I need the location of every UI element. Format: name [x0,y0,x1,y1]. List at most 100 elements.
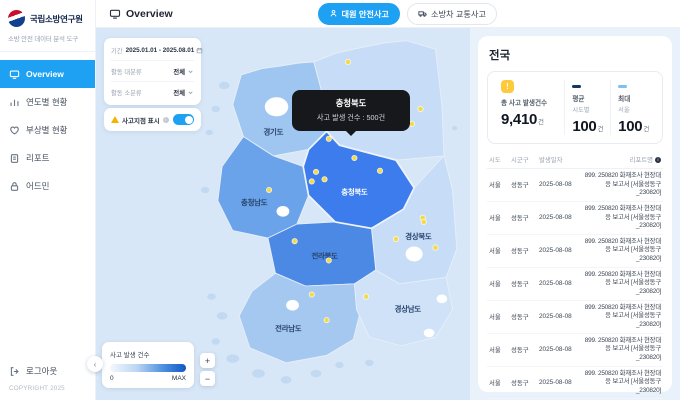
content: 경기도 강원 충청북도 충청남도 경상북도 전라북도 전라남도 경상남도 [96,28,680,400]
period-filter[interactable]: 기간 2025.01.01 - 2025.08.01 [111,40,203,61]
heart-icon [10,126,19,135]
metro-city-holes [264,97,448,338]
stat-avg-value: 100건 [572,118,604,135]
report-table: 시도 시군구 발생일자 리포트명 i 서울 성동구 2025-08-08 899. 2… [487,151,663,400]
main: Overview 대원 안전사고 소방차 교통사고 [96,0,680,400]
region-chungbuk-selected[interactable] [302,130,416,230]
chevron-down-icon [188,70,193,73]
logout-label: 로그아웃 [26,366,58,376]
sidebar-item-label: 리포트 [26,153,50,163]
accident-point-toggle-label: 사고지점 표시 [122,117,160,125]
period-value: 2025.01.01 - 2025.08.01 [126,47,204,54]
tooltip-accident-count: 사고 발생 건수 : 500건 [316,113,386,122]
brand-subtitle: 소방 안전 데이터 분석 도구 [0,33,95,52]
chevron-down-icon [188,91,193,95]
region-label-gyeongbuk: 경상북도 [405,231,432,241]
crew-safety-accident-button[interactable]: 대원 안전사고 [317,2,400,25]
header-report: 리포트명 i [581,151,663,169]
page-title: Overview [109,8,173,20]
max-dash-icon [618,85,628,88]
table-row[interactable]: 서울 성동구 2025-08-08 899. 250820 화재조사 현장대응 보고… [487,366,663,400]
copyright-text: COPYRIGHT 2025 [9,385,65,392]
tooltip-region-name: 충청북도 [335,98,367,108]
stat-max-sub: 서울 [618,107,630,114]
zoom-out-button[interactable]: − [200,371,215,386]
right-panel: 전국 ! 총 사고 발생건수 9,410건 평균 시도별 100건 [470,28,680,400]
document-icon [10,153,19,163]
stat-total-label: 총 사고 발생건수 [501,100,548,107]
region-label-gyeonggi: 경기도 [264,127,284,137]
info-icon: i [655,157,661,164]
header-sido: 시도 [487,151,509,169]
bar-chart-icon [10,99,19,106]
page-title-label: Overview [126,7,173,20]
table-row[interactable]: 서울 성동구 2025-08-08 899. 250820 화재조사 현장대응 보고… [487,168,663,202]
activity-minor-label: 활동 소분류 [111,90,142,97]
activity-minor-select[interactable]: 활동 소분류 전체 [111,82,194,103]
map-area: 경기도 강원 충청북도 충청남도 경상북도 전라북도 전라남도 경상남도 [96,28,470,400]
stat-avg-sub: 시도별 [572,107,590,114]
accident-dots [266,58,439,324]
logout-icon [10,366,19,376]
legend-max: MAX [171,375,186,382]
button-label: 대원 안전사고 [341,9,389,19]
dashboard-icon [109,9,121,19]
table-row[interactable]: 서울 성동구 2025-08-08 899. 250820 화재조사 현장대응 보고… [487,267,663,301]
region-label-chungnam: 충청남도 [241,197,268,207]
region-jeonnam[interactable] [238,272,362,364]
region-label-gyeongnam: 경상남도 [395,304,422,314]
legend-title: 사고 발생 건수 [110,352,150,359]
average-dash-icon [572,85,582,88]
sidebar-bottom: 로그아웃 COPYRIGHT 2025 [0,365,95,400]
stat-avg-label: 평균 [572,96,585,103]
table-row[interactable]: 서울 성동구 2025-08-08 899. 250820 화재조사 현장대응 보고… [487,234,663,268]
sidebar-item-report[interactable]: 리포트 [0,144,95,172]
zoom-in-button[interactable]: + [200,353,215,368]
korea-choropleth-map[interactable]: 경기도 강원 충청북도 충청남도 경상북도 전라북도 전라남도 경상남도 [166,30,466,398]
brand: 국립소방연구원 [0,0,95,33]
person-alert-icon [330,10,336,17]
stat-max: 최대 서울 100건 [610,80,656,135]
panel-title: 전국 [489,50,511,62]
activity-major-value: 전체 [173,67,194,76]
sidebar-item-label: 연도별 현황 [26,97,68,107]
fire-truck-accident-button[interactable]: 소방차 교통사고 [406,2,497,25]
island-shapes [200,81,458,384]
gov-emblem-logo [8,10,25,27]
logout-button[interactable]: 로그아웃 [9,365,87,377]
header-date: 발생일자 [537,151,581,169]
accident-point-toggle-card: 사고지점 표시 i [104,108,201,131]
table-row[interactable]: 서울 성동구 2025-08-08 899. 250820 화재조사 현장대응 보고… [487,300,663,334]
period-label: 기간 [111,47,123,55]
stats-box: ! 총 사고 발생건수 9,410건 평균 시도별 100건 최대 [487,71,663,144]
table-row[interactable]: 서울 성동구 2025-08-08 899. 250820 화재조사 현장대응 보고… [487,333,663,367]
warning-icon [111,116,119,123]
map-tooltip: 충청북도 사고 발생 건수 : 500건 [292,90,410,136]
header-sigungu: 시군구 [509,151,537,169]
activity-minor-value: 전체 [173,88,194,97]
truck-icon [418,11,427,17]
sidebar-item-label: Overview [26,69,64,79]
sidebar-item-injury-status[interactable]: 부상별 현황 [0,116,95,144]
accident-point-toggle[interactable] [173,114,194,125]
sidebar-item-overview[interactable]: Overview [0,60,95,88]
region-label-jeonbuk: 전라북도 [311,250,338,260]
region-gyeongnam[interactable] [353,269,453,347]
sidebar-collapse-button[interactable]: ‹ [87,356,103,372]
info-icon: i [162,116,169,123]
legend-gradient-bar [110,364,186,372]
topbar-actions: 대원 안전사고 소방차 교통사고 [317,2,497,25]
sidebar-item-label: 어드민 [26,181,50,191]
stat-total: ! 총 사고 발생건수 9,410건 [494,80,564,135]
map-legend: 사고 발생 건수 0 MAX [102,342,194,388]
activity-major-select[interactable]: 활동 대분류 전체 [111,61,194,82]
sidebar-nav: Overview 연도별 현황 부상별 현황 리포트 어드민 [0,60,95,200]
sidebar-item-yearly-status[interactable]: 연도별 현황 [0,88,95,116]
table-row[interactable]: 서울 성동구 2025-08-08 899. 250820 화재조사 현장대응 보고… [487,201,663,235]
sidebar: 국립소방연구원 소방 안전 데이터 분석 도구 Overview 연도별 현황 … [0,0,103,400]
national-summary-card: 전국 ! 총 사고 발생건수 9,410건 평균 시도별 100건 [478,36,672,400]
lock-icon [10,181,19,191]
sidebar-item-admin[interactable]: 어드민 [0,172,95,200]
region-label-chungbuk: 충청북도 [341,186,368,196]
map-zoom-controls: + − [200,353,215,386]
